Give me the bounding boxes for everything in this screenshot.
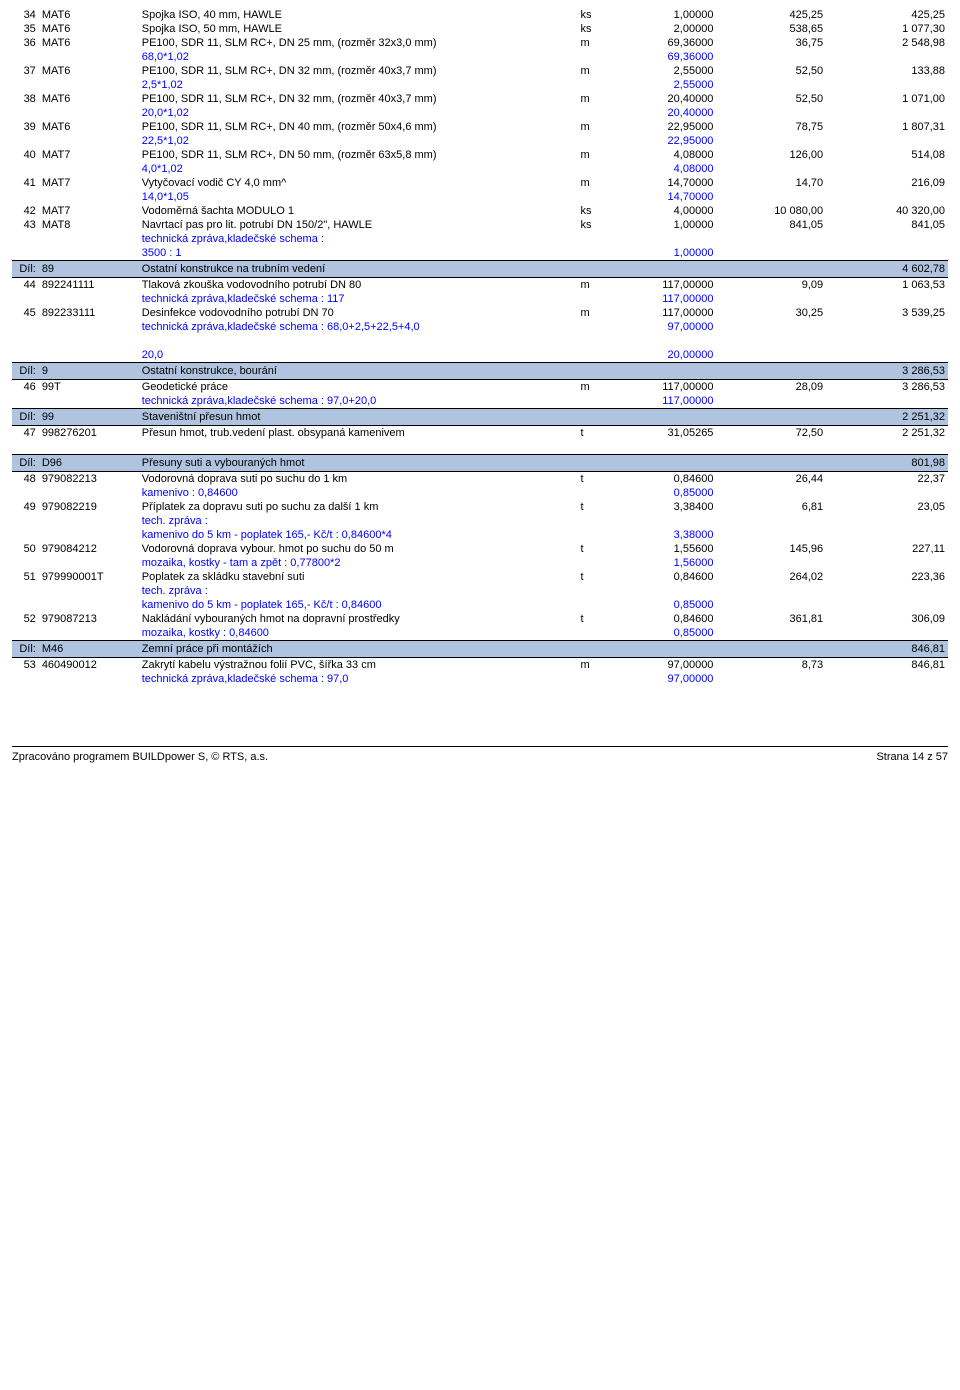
calc-row: mozaika, kostky - tam a zpět : 0,77800*2… <box>12 556 948 570</box>
calc-row: technická zpráva,kladečské schema : 97,0… <box>12 672 948 686</box>
table-row: 45892233111Desinfekce vodovodního potrub… <box>12 306 948 320</box>
footer-left: Zpracováno programem BUILDpower S, © RTS… <box>12 751 268 763</box>
calc-row: 22,5*1,0222,95000 <box>12 134 948 148</box>
table-row: 40MAT7PE100, SDR 11, SLM RC+, DN 50 mm, … <box>12 148 948 162</box>
table-row: 48979082213Vodorovná doprava suti po suc… <box>12 472 948 487</box>
calc-row: 2,5*1,022,55000 <box>12 78 948 92</box>
table-row: 47998276201Přesun hmot, trub.vedení plas… <box>12 426 948 441</box>
calc-row: 4,0*1,024,08000 <box>12 162 948 176</box>
section-header: Díl:D96Přesuny suti a vybouraných hmot80… <box>12 455 948 472</box>
table-row: 34MAT6Spojka ISO, 40 mm, HAWLEks1,000004… <box>12 8 948 22</box>
table-row: 4699TGeodetické prácem117,0000028,093 28… <box>12 380 948 395</box>
page-footer: Zpracováno programem BUILDpower S, © RTS… <box>12 746 948 763</box>
table-row: 37MAT6PE100, SDR 11, SLM RC+, DN 32 mm, … <box>12 64 948 78</box>
calc-row: 3500 : 11,00000 <box>12 246 948 261</box>
calc-row: kamenivo do 5 km - poplatek 165,- Kč/t :… <box>12 528 948 542</box>
calc-row: 20,0*1,0220,40000 <box>12 106 948 120</box>
calc-row: technická zpráva,kladečské schema : <box>12 232 948 246</box>
calc-row: 14,0*1,0514,70000 <box>12 190 948 204</box>
calc-row: technická zpráva,kladečské schema : 97,0… <box>12 394 948 409</box>
table-row: 52979087213Nakládání vybouraných hmot na… <box>12 612 948 626</box>
table-row: 50979084212Vodorovná doprava vybour. hmo… <box>12 542 948 556</box>
calc-row: tech. zpráva : <box>12 514 948 528</box>
table-row: 53460490012Zakrytí kabelu výstražnou fol… <box>12 658 948 673</box>
calc-row: tech. zpráva : <box>12 584 948 598</box>
table-row: 49979082219Příplatek za dopravu suti po … <box>12 500 948 514</box>
table-row: 41MAT7Vytyčovací vodič CY 4,0 mm^m14,700… <box>12 176 948 190</box>
section-header: Díl:89Ostatní konstrukce na trubním vede… <box>12 261 948 278</box>
calc-row: 68,0*1,0269,36000 <box>12 50 948 64</box>
calc-row: technická zpráva,kladečské schema : 1171… <box>12 292 948 306</box>
section-header: Díl:9Ostatní konstrukce, bourání3 286,53 <box>12 363 948 380</box>
section-header: Díl:99Staveništní přesun hmot2 251,32 <box>12 409 948 426</box>
table-row: 43MAT8Navrtací pas pro lit. potrubí DN 1… <box>12 218 948 232</box>
calc-row: technická zpráva,kladečské schema : 68,0… <box>12 320 948 334</box>
table-row: 51979990001TPoplatek za skládku stavební… <box>12 570 948 584</box>
calc-row: kamenivo : 0,846000,85000 <box>12 486 948 500</box>
calc-row: mozaika, kostky : 0,846000,85000 <box>12 626 948 641</box>
table-row: 39MAT6PE100, SDR 11, SLM RC+, DN 40 mm, … <box>12 120 948 134</box>
table-row: 44892241111Tlaková zkouška vodovodního p… <box>12 278 948 293</box>
table-row: 38MAT6PE100, SDR 11, SLM RC+, DN 32 mm, … <box>12 92 948 106</box>
table-row: 35MAT6Spojka ISO, 50 mm, HAWLEks2,000005… <box>12 22 948 36</box>
footer-right: Strana 14 z 57 <box>876 751 948 763</box>
table-row: 42MAT7Vodoměrná šachta MODULO 1ks4,00000… <box>12 204 948 218</box>
calc-row: 20,020,00000 <box>12 348 948 363</box>
pricing-table: 34MAT6Spojka ISO, 40 mm, HAWLEks1,000004… <box>12 8 948 686</box>
table-row: 36MAT6PE100, SDR 11, SLM RC+, DN 25 mm, … <box>12 36 948 50</box>
section-header: Díl:M46Zemní práce při montážích846,81 <box>12 641 948 658</box>
calc-row: kamenivo do 5 km - poplatek 165,- Kč/t :… <box>12 598 948 612</box>
